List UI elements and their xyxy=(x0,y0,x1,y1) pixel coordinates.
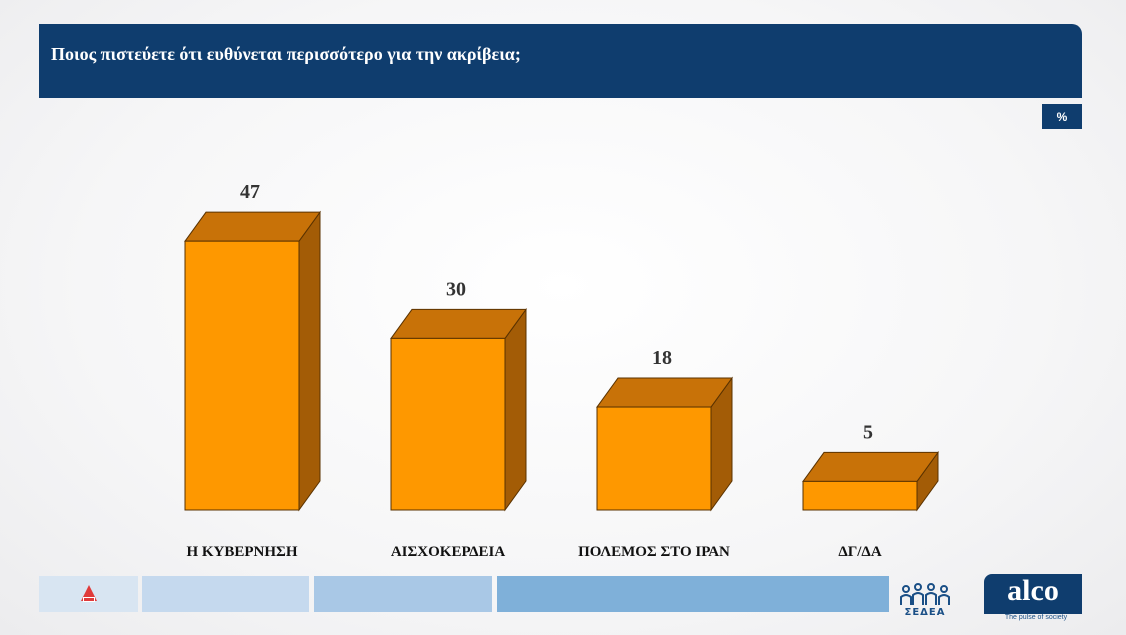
bar-front xyxy=(596,406,712,511)
bar-top xyxy=(184,211,321,242)
category-label: ΑΙΣΧΟΚΕΡΔΕΙΑ xyxy=(391,544,506,560)
left-logo xyxy=(39,576,138,612)
chart-header: Ποιος πιστεύετε ότι ευθύνεται περισσότερ… xyxy=(39,24,1082,98)
category-label: ΠΟΛΕΜΟΣ ΣΤΟ ΙΡΑΝ xyxy=(578,544,730,560)
bar-side xyxy=(504,307,527,512)
data-label: 47 xyxy=(240,181,260,203)
data-label: 18 xyxy=(652,347,672,369)
data-label: 5 xyxy=(863,421,873,443)
sedea-logo: ΣΕΔΕΑ xyxy=(893,570,957,618)
bar-1 xyxy=(184,210,321,512)
alco-logo: alco xyxy=(984,574,1082,614)
data-label: 30 xyxy=(446,278,466,300)
category-label: ΔΓ/ΔΑ xyxy=(838,544,882,560)
alco-label: alco xyxy=(1007,574,1059,607)
bar-front xyxy=(184,240,300,511)
alco-tagline: The pulse of society xyxy=(1004,614,1068,621)
bar-side xyxy=(298,210,321,512)
category-label: Η ΚΥΒΕΡΝΗΣΗ xyxy=(186,544,297,560)
bar-top xyxy=(390,308,527,339)
bar-front xyxy=(390,337,506,511)
brand-logo-icon xyxy=(80,585,97,602)
bar-top xyxy=(802,451,939,482)
footer-strip-1 xyxy=(142,576,309,612)
bar-front xyxy=(802,480,918,511)
footer-strip-3 xyxy=(497,576,889,612)
bar-2 xyxy=(390,307,527,512)
chart-title: Ποιος πιστεύετε ότι ευθύνεται περισσότερ… xyxy=(51,44,521,64)
unit-badge: % xyxy=(1042,104,1082,129)
sedea-label: ΣΕΔΕΑ xyxy=(904,607,946,618)
bar-top xyxy=(596,377,733,408)
bar-3 xyxy=(596,376,733,512)
people-icon xyxy=(900,583,950,605)
bar-4 xyxy=(802,450,939,512)
footer-strip-2 xyxy=(314,576,492,612)
